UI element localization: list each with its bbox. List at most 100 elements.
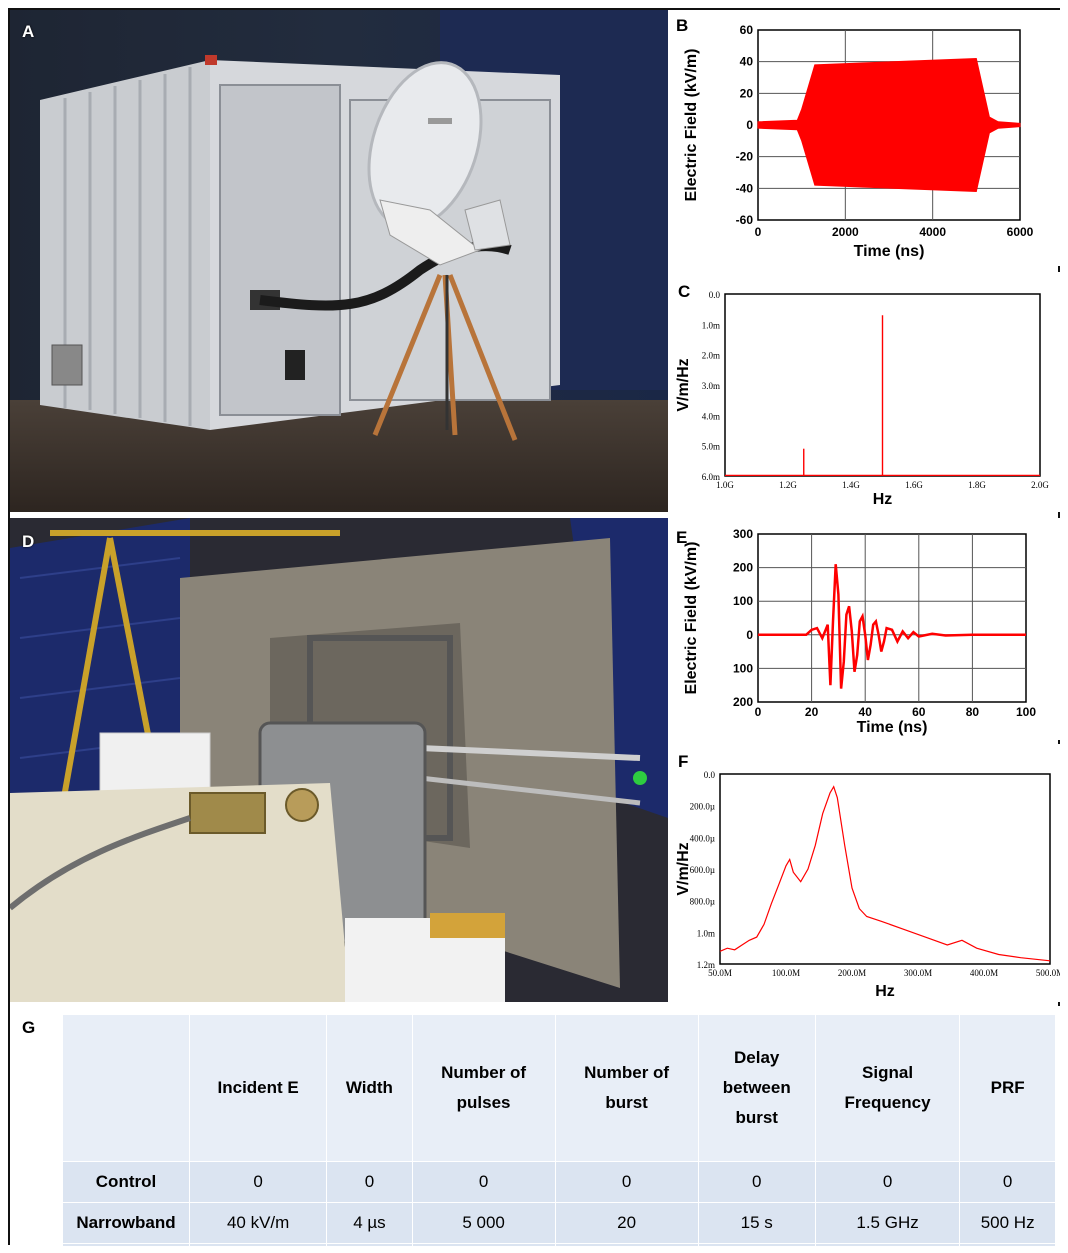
table-row-header: Control <box>62 1161 190 1203</box>
panel-g-label: G <box>22 1018 36 1037</box>
y-tick-label: 20 <box>740 86 754 100</box>
table-row: Narrowband 40 kV/m 4 µs 5 000 20 15 s 1.5 GHz 5… <box>62 1202 1056 1244</box>
table-cell: 0 <box>326 1161 413 1203</box>
y-tick-label: 400.0µ <box>690 833 715 843</box>
table-row-header: Narrowband <box>62 1202 190 1244</box>
y-tick-label: 0 <box>746 628 753 642</box>
chart-e-svg: 0 20 40 60 80 100 300 200 100 0 100 200 Time (ns) Ele… <box>683 527 1036 736</box>
panel-e-chart: 0 20 40 60 80 100 300 200 100 0 100 200 Time (ns) Ele… <box>670 518 1060 740</box>
table-cell: 40 kV/m <box>188 1202 328 1244</box>
x-tick-label: 50.0M <box>708 968 732 978</box>
table-cell: 2 500 <box>411 1243 556 1246</box>
y-tick-label: 200 <box>733 561 753 575</box>
table-cell: 0 <box>554 1161 699 1203</box>
y-axis-label: Electric Field (kV/m) <box>683 542 700 695</box>
y-tick-label: 100 <box>733 661 753 675</box>
panel-a-label: A <box>22 22 35 41</box>
table-cell: 1.5 GHz <box>814 1202 961 1244</box>
y-tick-label: 2.0m <box>702 351 720 361</box>
table-cell: 4 µs <box>326 1202 413 1244</box>
panel-c-chart: 1.0G 1.2G 1.4G 1.6G 1.8G 2.0G 0.0 1.0m 2.0m 3.0m 4… <box>670 272 1060 512</box>
x-tick-label: 4000 <box>919 225 946 239</box>
table-cell: 0 <box>814 1161 961 1203</box>
table-body: Control 0 0 0 0 0 0 0 Narrowband 40 kV/m 4 µs 5 000… <box>62 1161 1056 1246</box>
x-axis-label: Hz <box>873 491 893 508</box>
y-tick-label: 6.0m <box>702 472 720 482</box>
y-tick-label: 200.0µ <box>690 802 715 812</box>
x-tick-label: 300.0M <box>904 968 932 978</box>
table-column-header: Number of burst <box>554 1014 699 1162</box>
y-axis-label: V/m/Hz <box>675 842 692 895</box>
y-tick-label: 300 <box>733 527 753 541</box>
spectrum-trace <box>719 785 1051 962</box>
table-column-header: Incident E <box>188 1014 328 1162</box>
x-tick-label: 60 <box>912 705 926 719</box>
y-tick-label: 1.0m <box>697 928 715 938</box>
table-cell: - <box>697 1243 816 1246</box>
y-tick-label: 200 <box>733 695 753 709</box>
y-axis-label: Electric Field (kV/m) <box>683 49 700 202</box>
table-cell: 190 kV/m <box>188 1243 328 1246</box>
table-corner-cell <box>62 1014 190 1162</box>
x-tick-label: 1.6G <box>905 480 923 490</box>
panel-d-label: D <box>22 532 35 551</box>
figure-frame: A 0 2000 4000 6000 60 40 20 0 -20 -40 -60 Time (ns)… <box>8 8 1060 1246</box>
table-row-header: Meso-band <box>62 1243 190 1246</box>
y-tick-label: 600.0µ <box>690 865 715 875</box>
y-tick-label: 1.2m <box>697 960 715 970</box>
x-tick-label: 0 <box>755 705 762 719</box>
signal-envelope <box>757 57 1021 193</box>
x-tick-label: 20 <box>805 705 819 719</box>
table-cell: 5 000 <box>411 1202 556 1244</box>
exposure-parameters-table: Incident E Width Number of pulses Number of b… <box>62 1014 1056 1246</box>
panel-f-chart: 50.0M 100.0M 200.0M 300.0M 400.0M 500.0M 0.0 20… <box>670 744 1060 1002</box>
table-cell: 15 ns <box>326 1243 413 1246</box>
panel-f-label: F <box>678 752 689 771</box>
x-tick-label: 6000 <box>1007 225 1034 239</box>
y-tick-label: 5.0m <box>702 442 720 452</box>
y-tick-label: -60 <box>736 213 754 227</box>
y-tick-label: 0.0 <box>709 290 721 300</box>
table-cell: 500 Hz <box>959 1202 1056 1244</box>
x-tick-label: 2000 <box>832 225 859 239</box>
x-tick-label: 100 <box>1016 705 1036 719</box>
y-tick-label: 3.0m <box>702 381 720 391</box>
container-antenna-photo <box>10 10 668 512</box>
horn-exposure-photo <box>10 518 668 1002</box>
y-tick-label: 4.0m <box>702 411 720 421</box>
x-axis-label: Time (ns) <box>854 243 925 260</box>
x-tick-label: 40 <box>859 705 873 719</box>
panel-b-label: B <box>676 16 689 35</box>
table-column-header: Signal Frequency <box>814 1014 961 1162</box>
y-tick-label: 60 <box>740 23 754 37</box>
table-column-header: PRF <box>959 1014 1056 1162</box>
table-cell: 0 <box>411 1161 556 1203</box>
panel-a-photo: A <box>10 10 668 512</box>
x-tick-label: 0 <box>755 225 762 239</box>
table-cell: 195 MHz <box>814 1243 961 1246</box>
table-cell: 15 s <box>697 1202 816 1244</box>
table-cell: 0 <box>188 1161 328 1203</box>
table-cell: 20 <box>554 1202 699 1244</box>
y-tick-label: 0 <box>746 118 753 132</box>
panel-e-label: E <box>676 528 688 547</box>
panel-g-table: G Incident E Width Number of pulses Number o… <box>10 1006 1060 1246</box>
table-cell: 1 <box>554 1243 699 1246</box>
chart-b-svg: 0 2000 4000 6000 60 40 20 0 -20 -40 -60 Time (ns) El… <box>683 23 1034 260</box>
x-tick-label: 400.0M <box>970 968 998 978</box>
y-axis-label: V/m/Hz <box>675 358 692 411</box>
x-tick-label: 200.0M <box>838 968 866 978</box>
electric-field-trace <box>758 564 1026 689</box>
table-row: Control 0 0 0 0 0 0 0 <box>62 1161 1056 1203</box>
panel-d-photo: D <box>10 518 668 1002</box>
y-tick-label: -20 <box>736 150 754 164</box>
x-tick-label: 1.4G <box>842 480 860 490</box>
x-axis-label: Hz <box>875 983 895 1000</box>
plot-frame <box>757 533 1027 703</box>
table-cell: 0 <box>959 1161 1056 1203</box>
table-cell: 100 Hz <box>959 1243 1056 1246</box>
table-column-header: Number of pulses <box>411 1014 556 1162</box>
panel-b-chart: 0 2000 4000 6000 60 40 20 0 -20 -40 -60 Time (ns) El… <box>670 10 1060 266</box>
y-tick-label: 1.0m <box>702 320 720 330</box>
x-tick-label: 1.8G <box>968 480 986 490</box>
